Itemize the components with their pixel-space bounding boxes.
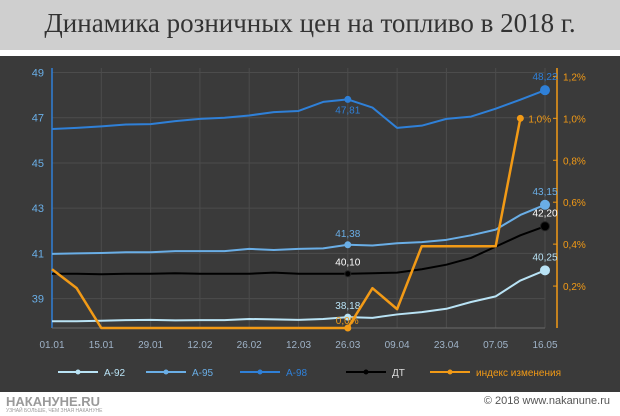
data-label-А-98: 48,22 [532,72,557,83]
series-line-А-95 [51,203,546,255]
data-point-А-92 [344,313,352,321]
legend-marker-ДТ [363,369,369,375]
data-label-ДТ: 40,10 [335,258,360,269]
series-line-А-98 [51,89,546,131]
nakanune-logo: НАКАНУНЕ.RU [6,394,101,409]
data-label-индекс изменения: 1,0% [528,114,551,125]
y-left-tick-label: 47 [32,113,44,125]
series-line-ДТ [52,225,546,276]
series-line-индекс изменения [51,118,522,330]
y-right-tick-label: 1,0% [563,114,586,125]
x-tick-label: 07.05 [483,340,508,351]
data-label-А-98: 47,81 [335,105,360,116]
legend-marker-А-98 [257,369,263,375]
y-left-tick-label: 45 [32,158,44,170]
data-label-ДТ: 42,20 [532,208,557,219]
y-right-tick-label: 1,2% [563,72,586,83]
y-left-tick-label: 43 [32,203,44,215]
x-tick-label: 15.01 [89,340,114,351]
legend-marker-А-92 [75,369,81,375]
x-tick-label: 01.01 [39,340,64,351]
legend-label-ДТ: ДТ [392,368,405,379]
x-tick-label: 12.03 [286,340,311,351]
data-point-А-95 [540,199,550,210]
data-point-А-92 [540,265,550,276]
legend-marker-А-95 [163,369,169,375]
data-label-А-92: 40,25 [532,252,557,263]
legend-label-индекс изменения: индекс изменения [476,368,561,379]
x-tick-label: 16.05 [532,340,557,351]
chart-title: Динамика розничных цен на топливо в 2018… [44,8,576,38]
title-bar [0,0,620,50]
data-point-А-95 [344,241,352,249]
data-point-индекс изменения [344,324,352,332]
data-point-А-98 [540,85,550,96]
x-tick-label: 26.03 [335,340,360,351]
series-line-А-92 [52,269,546,323]
legend-label-А-98: А-98 [286,368,308,379]
copyright-text: © 2018 www.nakanune.ru [483,395,610,407]
data-label-А-95: 43,15 [532,187,557,198]
data-point-ДТ [344,270,352,278]
data-label-А-92: 38,18 [335,301,360,312]
data-point-А-98 [344,95,352,103]
y-right-tick-label: 0,6% [563,198,586,209]
x-tick-label: 26.02 [237,340,262,351]
y-right-tick-label: 0,2% [563,282,586,293]
y-left-tick-label: 41 [32,248,44,260]
chart-panel [0,56,620,392]
data-point-ДТ [540,221,550,232]
data-point-индекс изменения [516,114,524,122]
x-tick-label: 09.04 [385,340,410,351]
x-tick-label: 29.01 [138,340,163,351]
y-right-tick-label: 0,4% [563,240,586,251]
legend-label-А-92: А-92 [104,368,126,379]
y-left-tick-label: 49 [32,68,44,80]
data-label-индекс изменения: 0,0% [336,316,359,327]
legend-marker-индекс изменения [447,369,453,375]
x-tick-label: 12.02 [187,340,212,351]
y-right-tick-label: 0,8% [563,156,586,167]
fuel-price-chart: 39 41 43 45 47 49 01.01 15.01 29.01 12.02 26.02 12.… [32,68,586,379]
x-tick-label: 23.04 [434,340,459,351]
nakanune-logo-subtext: УЗНАЙ БОЛЬШЕ, ЧЕМ ЗНАЯ НАКАНУНЕ [6,408,103,414]
legend-label-А-95: А-95 [192,368,214,379]
data-label-А-95: 41,38 [335,229,360,240]
y-left-tick-label: 39 [32,294,44,306]
